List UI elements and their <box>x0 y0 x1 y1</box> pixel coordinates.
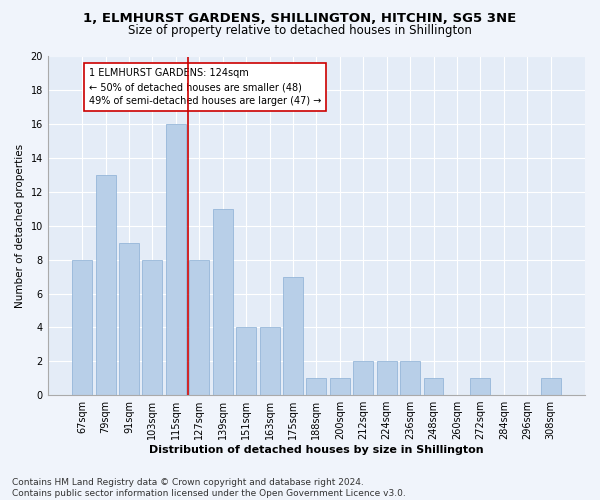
Bar <box>72 260 92 395</box>
X-axis label: Distribution of detached houses by size in Shillington: Distribution of detached houses by size … <box>149 445 484 455</box>
Bar <box>142 260 163 395</box>
Bar <box>424 378 443 395</box>
Bar <box>236 328 256 395</box>
Bar <box>95 175 116 395</box>
Bar <box>119 242 139 395</box>
Text: 1, ELMHURST GARDENS, SHILLINGTON, HITCHIN, SG5 3NE: 1, ELMHURST GARDENS, SHILLINGTON, HITCHI… <box>83 12 517 26</box>
Bar <box>470 378 490 395</box>
Text: 1 ELMHURST GARDENS: 124sqm
← 50% of detached houses are smaller (48)
49% of semi: 1 ELMHURST GARDENS: 124sqm ← 50% of deta… <box>89 68 322 106</box>
Bar <box>377 361 397 395</box>
Bar <box>307 378 326 395</box>
Bar <box>166 124 186 395</box>
Bar <box>541 378 560 395</box>
Bar <box>190 260 209 395</box>
Bar <box>400 361 420 395</box>
Bar <box>353 361 373 395</box>
Bar <box>330 378 350 395</box>
Bar <box>283 276 303 395</box>
Y-axis label: Number of detached properties: Number of detached properties <box>15 144 25 308</box>
Text: Contains HM Land Registry data © Crown copyright and database right 2024.
Contai: Contains HM Land Registry data © Crown c… <box>12 478 406 498</box>
Bar <box>213 209 233 395</box>
Bar <box>260 328 280 395</box>
Text: Size of property relative to detached houses in Shillington: Size of property relative to detached ho… <box>128 24 472 37</box>
